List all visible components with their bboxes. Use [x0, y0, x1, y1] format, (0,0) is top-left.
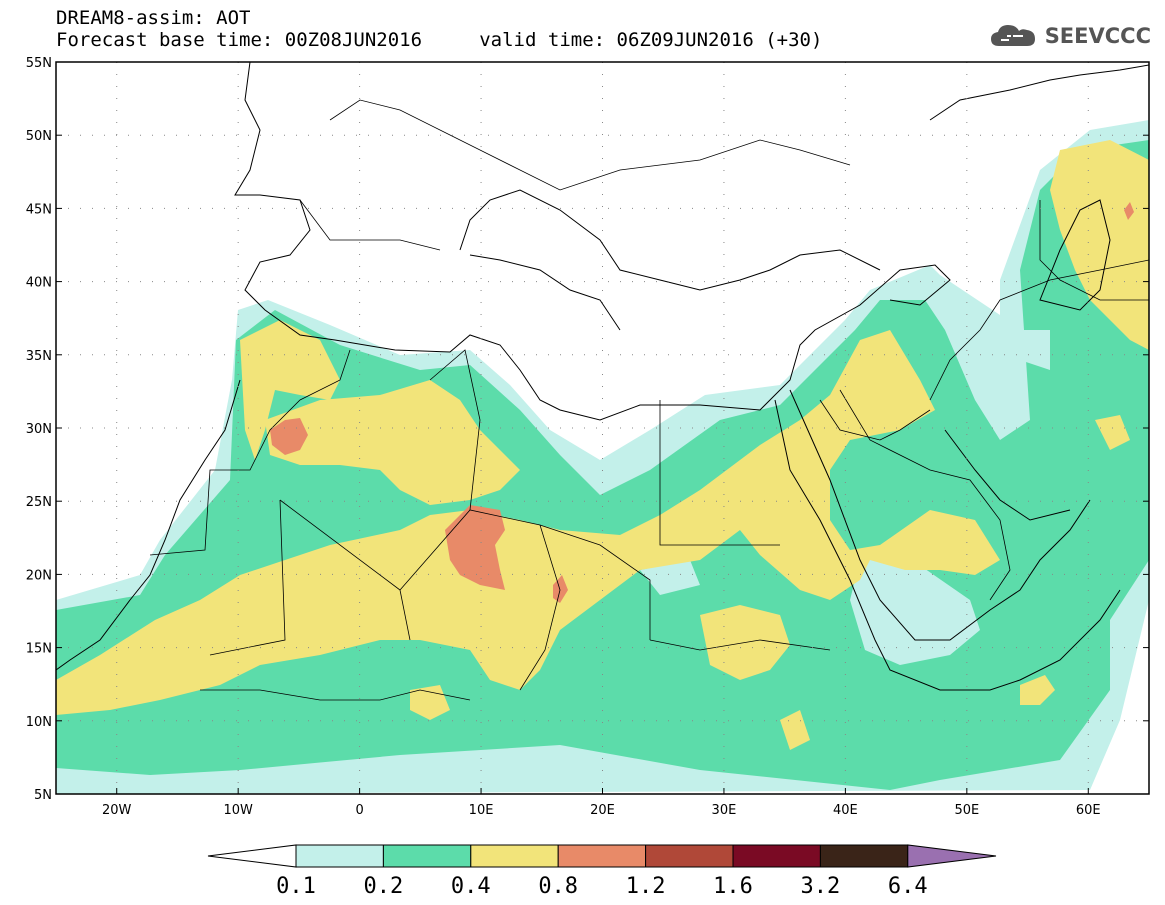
lat-label: 40N [26, 276, 52, 291]
aot-field-0.8-chad [553, 575, 568, 603]
colorbar-arrow-high [907, 844, 997, 868]
aot-field-0.4-gulf [1095, 415, 1130, 450]
title-line-2: Forecast base time: 00Z08JUN2016 valid t… [56, 29, 823, 51]
longitude-labels: 20W 10W 0 10E 20E 30E 40E 50E 60E [102, 788, 1101, 818]
colorbar-level-label: 0.4 [451, 874, 491, 899]
aot-field-0.2-hole-1 [850, 555, 980, 665]
lon-label: 30E [712, 803, 737, 818]
lon-label: 50E [954, 803, 979, 818]
aot-field-0.4-ethiopia [780, 710, 810, 750]
lat-label: 50N [26, 129, 52, 144]
lat-label: 20N [26, 568, 52, 583]
lat-label: 15N [26, 642, 52, 657]
aot-field-0.2-hole-3 [1020, 330, 1050, 370]
lat-label: 30N [26, 422, 52, 437]
colorbar-level-label: 0.1 [276, 874, 316, 899]
coastlines [56, 62, 1149, 691]
logo: SEEVCCC [989, 22, 1151, 50]
colorbar-arrow-low [207, 844, 297, 868]
colorbar-level-label: 1.2 [626, 874, 666, 899]
lat-label: 10N [26, 715, 52, 730]
lon-label: 10E [469, 803, 494, 818]
colorbar-box [557, 844, 647, 868]
lat-label: 45N [26, 202, 52, 217]
cloud-icon [990, 25, 1035, 46]
aot-field-0.8-caspian [1124, 202, 1134, 220]
aot-field-0.4-somalia [1020, 675, 1055, 705]
aot-field-0.8-morocco [270, 418, 308, 455]
lon-label: 60E [1076, 803, 1101, 818]
lon-label: 20W [102, 803, 132, 818]
colorbar-level-label: 1.6 [713, 874, 753, 899]
lon-label: 0 [355, 803, 363, 818]
latitude-labels: 5N 10N 15N 20N 25N 30N 35N 40N 45N 50N 55N [26, 56, 1149, 803]
lon-label: 40E [833, 803, 858, 818]
aot-field-0.8-algeria [445, 505, 505, 590]
lat-label: 25N [26, 495, 52, 510]
colorbar-box [382, 844, 472, 868]
colorbar-box [470, 844, 559, 868]
aot-field-0.2-hole-2 [640, 560, 700, 595]
lon-label: 10W [223, 803, 253, 818]
logo-text: SEEVCCC [1044, 24, 1151, 48]
colorbar-level-label: 0.8 [538, 874, 578, 899]
colorbar-level-label: 6.4 [888, 874, 928, 899]
lat-label: 55N [26, 56, 52, 71]
aot-field-0.4-north [240, 320, 340, 460]
country-borders [149, 99, 1149, 701]
aot-fields [56, 120, 1149, 794]
aot-field-0.4-east [1050, 140, 1149, 350]
colorbar: 0.1 0.2 0.4 0.8 1.2 1.6 3.2 6.4 [207, 844, 997, 899]
colorbar-level-label: 0.2 [364, 874, 404, 899]
colorbar-box [645, 844, 734, 868]
colorbar-box [732, 844, 821, 868]
lat-label: 35N [26, 349, 52, 364]
colorbar-box [295, 844, 384, 868]
colorbar-level-label: 3.2 [801, 874, 841, 899]
lon-label: 20E [590, 803, 615, 818]
colorbar-box [819, 844, 909, 868]
title-line-1: DREAM8-assim: AOT [56, 7, 251, 29]
aot-field-0.4-sahara [265, 380, 520, 505]
lat-label: 5N [34, 788, 52, 803]
